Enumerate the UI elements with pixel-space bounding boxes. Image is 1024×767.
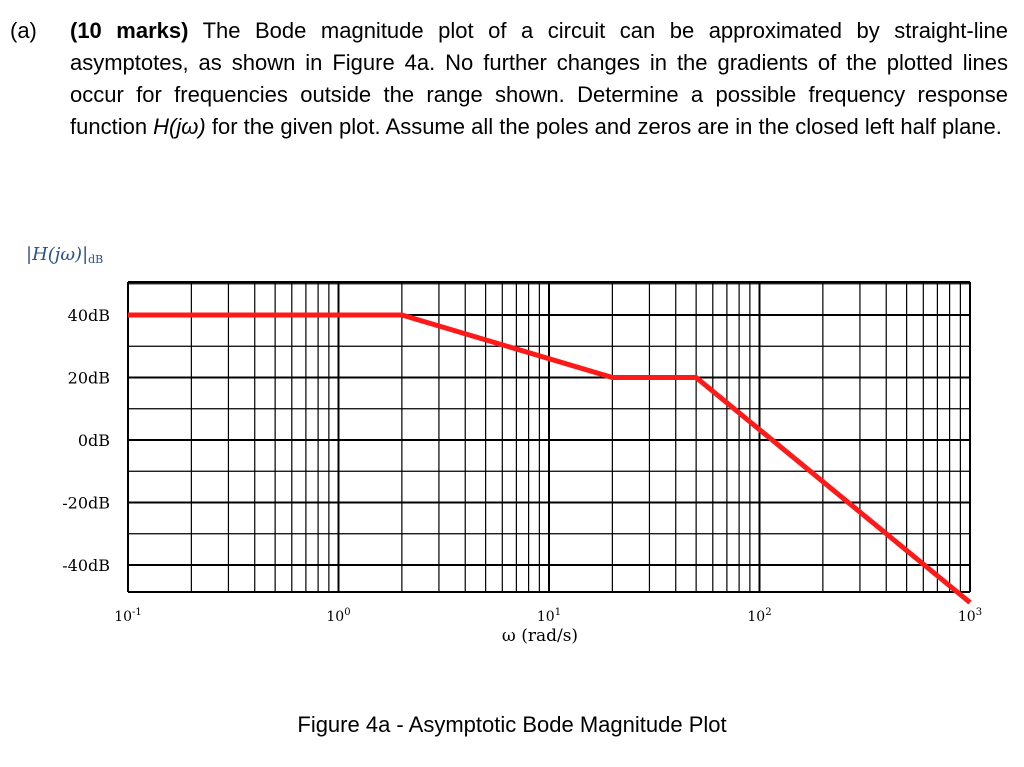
question-function: H(jω) (153, 114, 206, 139)
question-text-part1: The Bode magnitude plot of a circuit can… (70, 18, 1008, 139)
x-tick-label: 10-1 (114, 607, 142, 625)
y-axis-label-main: |H(jω)| (26, 244, 89, 265)
question-text: (10 marks) The Bode magnitude plot of a … (70, 15, 1008, 143)
y-tick-label: 20dB (68, 369, 110, 388)
plot-grid (127, 281, 971, 593)
question-text-part2: for the given plot. Assume all the poles… (205, 114, 1002, 139)
y-tick-label: 0dB (78, 431, 110, 450)
figure-caption: Figure 4a - Asymptotic Bode Magnitude Pl… (297, 712, 727, 737)
y-tick-labels: 40dB 20dB 0dB -20dB -40dB (62, 306, 110, 575)
y-tick-label: -20dB (62, 494, 110, 513)
y-tick-label: 40dB (68, 306, 110, 325)
x-axis-label: ω (rad/s) (502, 626, 578, 646)
y-axis-label-sub: dB (88, 253, 104, 266)
question-label: (a) (10, 18, 37, 43)
x-tick-label: 100 (326, 607, 350, 625)
x-tick-label: 103 (958, 607, 982, 625)
x-tick-label: 101 (537, 607, 561, 625)
x-tick-labels: 10-1 100 101 102 103 (114, 607, 982, 625)
y-tick-label: -40dB (62, 556, 110, 575)
y-axis-label: |H(jω)|dB (26, 244, 103, 266)
question-marks: (10 marks) (70, 18, 189, 43)
x-tick-label: 102 (747, 607, 771, 625)
magnitude-trace (128, 312, 972, 605)
